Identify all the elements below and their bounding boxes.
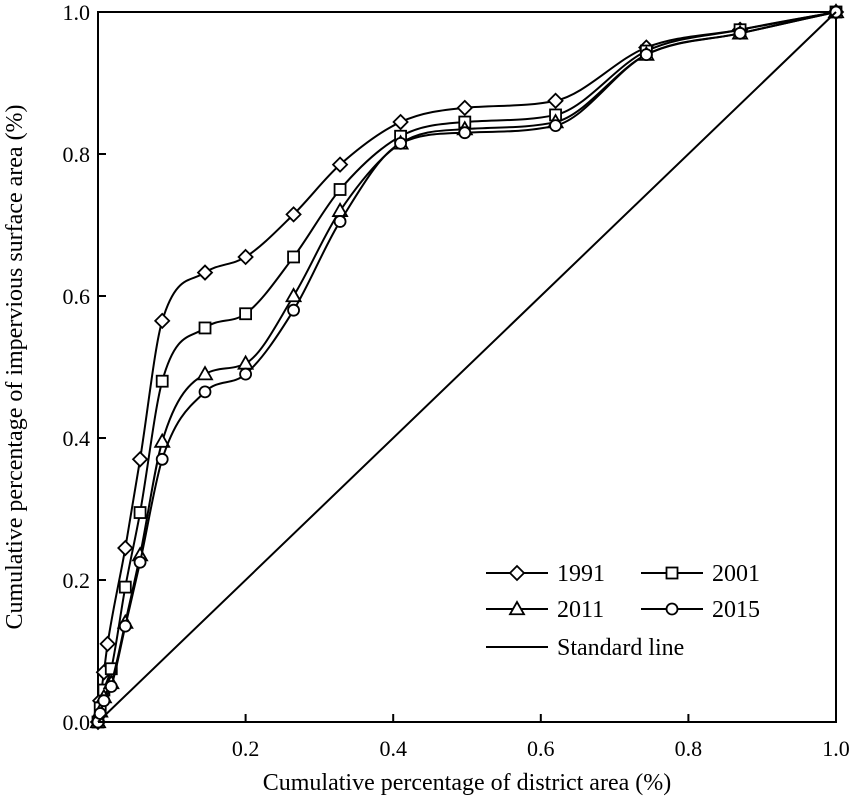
data-point-2015 [239,367,253,381]
legend-marker [508,600,526,616]
data-point-2015 [155,452,169,466]
data-point-2001 [118,580,132,594]
data-point-2015 [287,303,300,317]
data-point-2001 [133,506,147,519]
data-point-2015 [394,136,407,150]
data-point-2011 [153,432,171,448]
plot-border [97,11,837,723]
data-point-2015 [549,119,562,132]
data-point-2001 [198,321,212,335]
series-2015 [91,5,843,729]
data-point-2001 [333,183,347,196]
data-point-2001 [155,374,169,388]
legend-label: 2015 [712,597,760,623]
legend-marker [665,566,679,580]
data-point-1991 [196,264,214,281]
data-point-2015 [198,385,212,399]
data-point-1991 [131,451,149,468]
x-tick-label: 0.2 [232,736,260,761]
legend-item-standard-line: Standard line [486,635,684,661]
y-tick-label: 0.2 [63,568,91,593]
data-point-2011 [196,365,214,381]
data-point-2015 [97,694,111,708]
legend-item-2011: 2011 [486,597,604,623]
legend-marker [665,602,679,616]
data-point-2015 [333,215,347,228]
data-point-2015 [639,48,653,61]
data-point-2015 [118,619,132,633]
data-point-2015 [133,555,147,569]
y-tick-label: 1.0 [63,0,91,25]
ticks-layer: 0.2 0.4 0.6 0.8 1.0 0.0 0.2 0.4 0.6 0.8 1.0 [63,0,850,761]
data-point-2011 [285,287,303,303]
data-point-1991 [547,92,564,110]
x-tick-label: 0.6 [527,736,555,761]
data-point-2001 [239,307,253,321]
y-tick-label: 0.4 [63,426,91,451]
data-point-2001 [287,250,300,264]
y-tick-label: 0.0 [63,710,91,735]
data-point-1991 [331,156,349,173]
data-point-1991 [237,248,254,266]
x-axis-label: Cumulative percentage of district area (… [263,770,671,796]
data-point-2015 [458,126,472,140]
legend-marker [508,564,526,582]
y-tick-label: 0.6 [63,284,91,309]
legend: 1991 2001 2011 2015 Standard line [486,561,760,661]
plot-frame [97,11,837,723]
legend-item-2001: 2001 [641,561,760,587]
data-point-1991 [99,635,116,653]
data-point-2015 [733,26,747,40]
legend-item-2015: 2015 [641,597,760,623]
data-point-1991 [285,206,302,223]
data-point-2015 [104,680,118,693]
series-layer [89,3,845,731]
data-point-1991 [117,539,134,557]
legend-label: 2001 [712,561,760,587]
data-point-1991 [392,113,409,131]
legend-label: 1991 [557,561,605,587]
legend-item-1991: 1991 [486,561,605,587]
legend-label: Standard line [557,635,684,661]
y-axis-label: Cumulative percentage of impervious surf… [2,104,28,629]
series-standard-line [97,11,837,723]
data-point-1991 [153,312,171,330]
series-line-standard-line [97,11,837,723]
y-tick-label: 0.8 [63,142,91,167]
x-tick-label: 0.4 [379,736,407,761]
x-tick-label: 0.8 [675,736,703,761]
legend-label: 2011 [557,597,604,623]
data-point-1991 [456,99,474,117]
x-tick-label: 1.0 [822,736,850,761]
